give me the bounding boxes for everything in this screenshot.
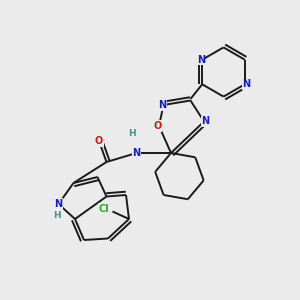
Text: N: N — [132, 148, 141, 158]
Text: N: N — [158, 100, 166, 110]
Text: N: N — [54, 199, 63, 209]
Text: N: N — [201, 116, 210, 127]
Text: O: O — [153, 121, 162, 131]
Text: N: N — [196, 55, 205, 65]
Text: N: N — [242, 79, 250, 89]
Text: Cl: Cl — [98, 203, 109, 214]
Text: H: H — [128, 129, 136, 138]
Text: H: H — [53, 212, 61, 220]
Text: O: O — [95, 136, 103, 146]
